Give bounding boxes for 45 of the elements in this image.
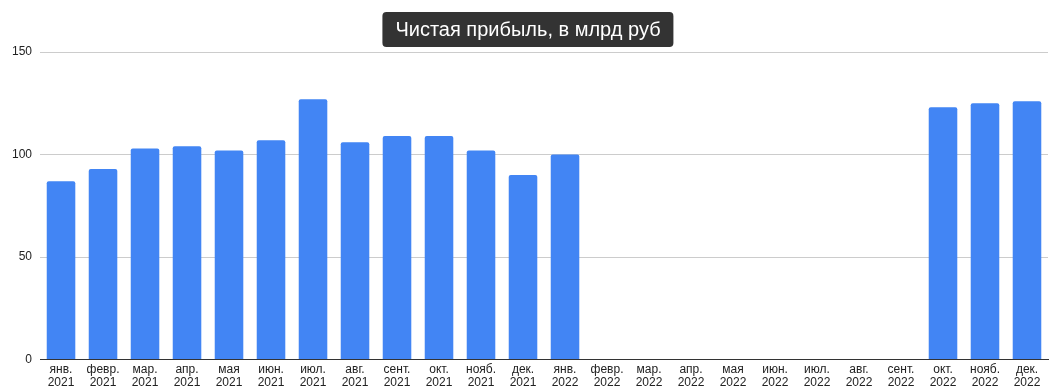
bar (1012, 101, 1042, 360)
x-tick-label: мая 2021 (215, 361, 243, 389)
x-tick-label: окт. 2021 (425, 361, 453, 389)
bar (46, 181, 76, 360)
bar (508, 175, 538, 360)
bar (970, 103, 1000, 360)
y-tick-label: 0 (25, 351, 33, 366)
bar (298, 99, 328, 360)
y-tick-label: 150 (11, 44, 33, 59)
chart-title: Чистая прибыль, в млрд руб (382, 12, 674, 47)
bar (340, 142, 370, 360)
x-tick-label: июн. 2021 (257, 361, 285, 389)
x-tick-label: февр. 2022 (590, 361, 624, 389)
x-tick-label: сент. 2022 (887, 361, 915, 389)
bar (466, 150, 496, 360)
x-tick-label: авг. 2022 (845, 361, 873, 389)
x-tick-label: апр. 2021 (173, 361, 201, 389)
x-tick-label: июн. 2022 (761, 361, 789, 389)
x-tick-label: апр. 2022 (677, 361, 705, 389)
bar (130, 148, 160, 360)
x-tick-label: июл. 2021 (299, 361, 327, 389)
x-tick-label: дек. 2021 (509, 361, 537, 389)
x-tick-label: янв. 2022 (551, 361, 579, 389)
x-tick-label: мар. 2022 (635, 361, 663, 389)
x-tick-label: июл. 2022 (803, 361, 831, 389)
bar (424, 136, 454, 360)
x-tick-label: мар. 2021 (131, 361, 159, 389)
x-tick-label: февр. 2021 (86, 361, 120, 389)
x-tick-label: авг. 2021 (341, 361, 369, 389)
bar (550, 154, 580, 360)
x-tick-label: янв. 2021 (47, 361, 75, 389)
x-tick-label: дек. 2022 (1013, 361, 1041, 389)
bar (172, 146, 202, 360)
bar (214, 150, 244, 360)
x-tick-label: нояб. 2021 (466, 361, 497, 389)
bar (382, 136, 412, 360)
bar (928, 107, 958, 360)
y-tick-label: 50 (18, 249, 33, 264)
x-tick-label: сент. 2021 (383, 361, 411, 389)
x-tick-label: нояб. 2022 (969, 361, 1001, 389)
x-tick-label: мая 2022 (719, 361, 747, 389)
y-tick-label: 100 (11, 146, 33, 161)
x-tick-label: окт. 2022 (929, 361, 957, 389)
bar (88, 168, 118, 360)
bar (256, 140, 286, 360)
